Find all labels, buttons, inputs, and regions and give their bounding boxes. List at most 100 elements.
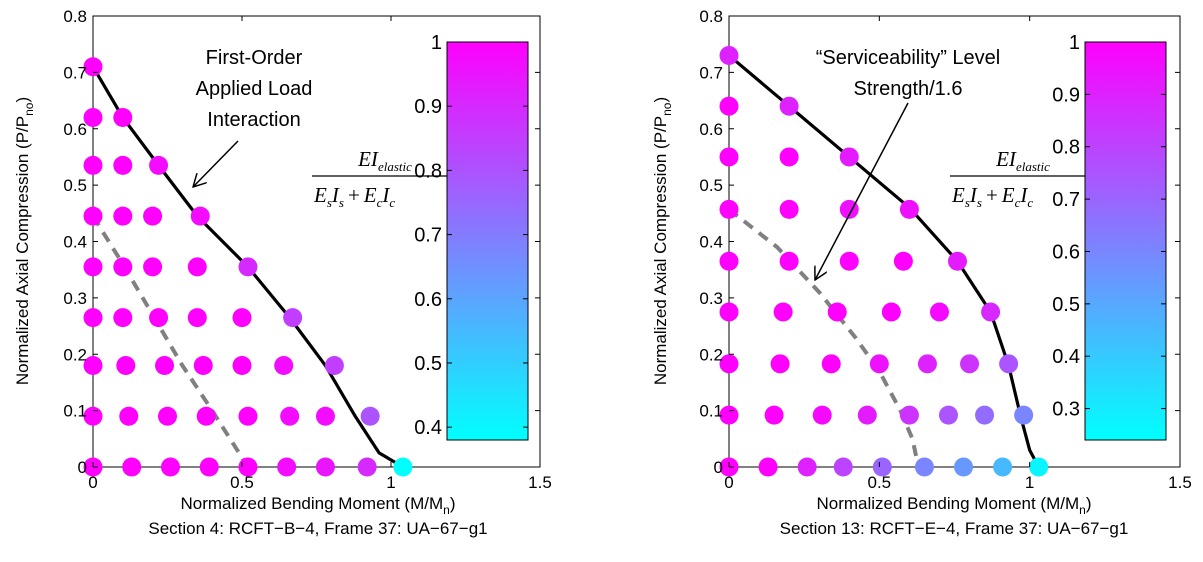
data-point (158, 406, 177, 426)
data-point (899, 405, 919, 425)
data-point (393, 457, 413, 477)
data-point (857, 405, 877, 425)
colorbar-tick-label: 0.7 (414, 225, 442, 247)
data-point (833, 457, 853, 477)
y-tick-label: 0.8 (699, 7, 723, 26)
y-ticks-right: 0 0.1 0.2 0.3 0.4 0.5 0.6 0.7 0.8 (699, 7, 1180, 477)
data-point (827, 302, 847, 322)
data-point (113, 155, 133, 175)
data-point (83, 107, 103, 127)
colorbar-ticks-left: 0.4 0.5 0.6 0.7 0.8 0.9 1 (414, 32, 528, 439)
data-point (238, 406, 258, 426)
x-axis-label-left: Normalized Bending Moment (M/Mn) (180, 494, 455, 517)
data-point (357, 457, 377, 477)
svg-text:EIelastic: EIelastic (995, 147, 1050, 174)
y-tick-label: 0.5 (699, 176, 723, 195)
y-tick-label: 0 (714, 458, 723, 477)
data-point (899, 199, 919, 219)
y-tick-label: 0.7 (63, 63, 87, 82)
y-tick-label: 0.2 (699, 345, 723, 364)
data-point (917, 354, 937, 374)
data-point (232, 356, 252, 376)
data-point (893, 251, 913, 271)
y-tick-label: 0.3 (699, 289, 723, 308)
data-point (324, 356, 344, 376)
svg-text:EsIs+EcIc: EsIs + EcIc (313, 183, 395, 210)
service-curve-left (91, 215, 250, 469)
colorbar-ticks-right: 0.3 0.4 0.5 0.6 0.7 0.8 0.9 1 (1052, 32, 1166, 421)
colorbar-tick-label: 0.7 (1052, 189, 1080, 211)
data-point (1029, 457, 1049, 477)
data-point (881, 302, 901, 322)
data-point (113, 257, 133, 277)
data-point (155, 356, 175, 376)
chart-right: 0 0.5 1 1.5 0 0.1 0.2 0.3 0.4 0.5 0.6 0.7 0.8 Norma… (651, 7, 1192, 538)
data-point (277, 457, 297, 477)
data-point (143, 206, 163, 226)
colorbar-tick-label: 0.4 (414, 417, 442, 439)
data-point (719, 199, 739, 219)
data-point (981, 302, 1001, 322)
data-point (839, 251, 859, 271)
data-point (83, 155, 103, 175)
colorbar-tick-label: 1 (431, 32, 442, 54)
x-tick-label: 1.5 (1168, 473, 1192, 492)
annotation-left-arrow (193, 140, 239, 187)
colorbar-tick-label: 0.9 (414, 96, 442, 118)
annotation-left-line-2: Applied Load (196, 78, 313, 100)
points-right (719, 45, 1049, 477)
data-point (719, 302, 739, 322)
data-point (83, 406, 103, 426)
annotation-right-line-2: Strength/1.6 (854, 78, 963, 100)
data-point (812, 405, 832, 425)
y-tick-label: 0.7 (699, 63, 723, 82)
data-point (719, 354, 739, 374)
data-point (83, 206, 103, 226)
annotation-right-line-1: “Serviceability” Level (816, 47, 1001, 69)
x-tick-label: 1.5 (528, 473, 552, 492)
data-point (869, 354, 889, 374)
data-point (116, 356, 136, 376)
data-point (190, 206, 210, 226)
y-tick-label: 0 (78, 458, 87, 477)
data-point (149, 308, 169, 328)
annotation-right: “Serviceability” Level Strength/1.6 (815, 47, 1000, 280)
interaction-curve-left (91, 65, 404, 469)
data-point (999, 354, 1019, 374)
y-tick-label: 0.4 (63, 233, 87, 252)
data-point (914, 457, 934, 477)
caption-left: Section 4: RCFT−B−4, Frame 37: UA−67−g1 (148, 519, 487, 538)
interaction-curve-line (727, 54, 1041, 468)
data-point (315, 457, 335, 477)
data-point (719, 147, 739, 167)
colorbar-right (1084, 41, 1167, 441)
data-point (779, 147, 799, 167)
data-point (872, 457, 892, 477)
data-point (113, 206, 133, 226)
annotation-left-line-3: Interaction (207, 109, 300, 131)
data-point (83, 308, 103, 328)
data-point (160, 457, 180, 477)
colorbar-tick-label: 0.3 (1052, 399, 1080, 421)
interaction-curve-line (91, 65, 404, 469)
service-curve-line (727, 207, 921, 468)
colorbar-tick-label: 0.5 (1052, 294, 1080, 316)
chart-left: 0 0.5 1 1.5 0 0.1 0.2 0.3 0.4 0.5 0.6 0.7 0.8 Norma… (13, 7, 552, 538)
data-point (149, 155, 169, 175)
y-tick-label: 0.1 (63, 402, 87, 421)
data-point (187, 257, 207, 277)
data-point (719, 45, 739, 65)
data-point (719, 96, 739, 116)
data-point (938, 405, 958, 425)
data-point (839, 147, 859, 167)
y-tick-label: 0.5 (63, 176, 87, 195)
data-point (779, 199, 799, 219)
data-point (1014, 405, 1034, 425)
colorbar-tick-label: 0.6 (1052, 241, 1080, 263)
y-tick-label: 0.6 (63, 120, 87, 139)
x-ticks-right: 0 0.5 1 1.5 (724, 16, 1192, 492)
y-ticks-left: 0 0.1 0.2 0.3 0.4 0.5 0.6 0.7 0.8 (63, 7, 540, 477)
x-ticks-left: 0 0.5 1 1.5 (88, 16, 552, 492)
data-point (119, 406, 139, 426)
